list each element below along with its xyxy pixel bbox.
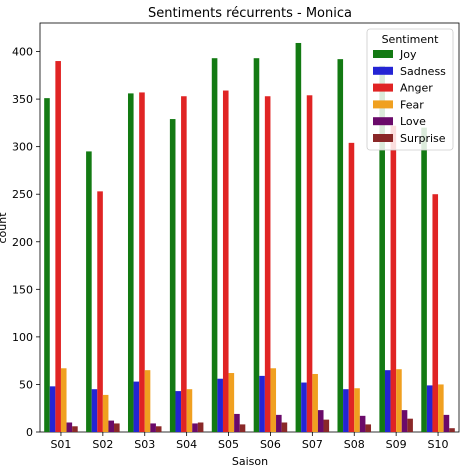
y-axis-label: count xyxy=(0,212,9,244)
bar-surprise-s06 xyxy=(281,422,288,432)
bar-love-s03 xyxy=(150,423,156,432)
y-tick-label: 250 xyxy=(12,188,33,201)
bar-sadness-s01 xyxy=(49,386,56,432)
bar-fear-s08 xyxy=(354,388,360,432)
bar-love-s04 xyxy=(192,423,198,432)
x-tick-label: S06 xyxy=(260,438,281,451)
x-tick-label: S09 xyxy=(386,438,407,451)
bar-joy-s02 xyxy=(86,151,92,432)
bar-sadness-s10 xyxy=(426,385,433,432)
plot-area: 0 50 100 150 200 250 300 350 400 S01 S02 S03 S04 S05 S… xyxy=(12,22,460,451)
y-tick-label: 150 xyxy=(12,283,33,296)
legend-label-fear: Fear xyxy=(400,98,424,111)
y-tick-label: 100 xyxy=(12,331,33,344)
x-tick-label: S10 xyxy=(428,438,449,451)
bar-sadness-s04 xyxy=(175,391,182,432)
bar-joy-s05 xyxy=(211,58,218,432)
y-tick-label: 350 xyxy=(12,93,33,106)
bar-joy-s06 xyxy=(253,58,260,432)
bar-anger-s02 xyxy=(97,191,103,432)
bar-anger-s07 xyxy=(306,95,313,433)
bar-surprise-s04 xyxy=(197,422,204,432)
x-tick-label: S05 xyxy=(218,438,239,451)
bar-fear-s05 xyxy=(228,373,235,432)
legend-label-anger: Anger xyxy=(400,82,433,95)
bar-anger-s09 xyxy=(390,125,397,432)
bar-surprise-s09 xyxy=(407,418,413,432)
legend-label-sadness: Sadness xyxy=(400,65,446,78)
chart-title: Sentiments récurrents - Monica xyxy=(148,6,352,21)
bar-anger-s05 xyxy=(222,90,229,432)
y-tick-label: 50 xyxy=(19,378,33,391)
bar-sadness-s02 xyxy=(91,389,98,432)
bar-sadness-s05 xyxy=(217,378,223,432)
legend-swatch-anger xyxy=(373,83,393,92)
legend-title: Sentiment xyxy=(382,33,440,46)
bar-joy-s09 xyxy=(379,65,385,433)
y-tick-label: 200 xyxy=(12,236,33,249)
bar-love-s09 xyxy=(401,410,408,432)
bar-sadness-s03 xyxy=(133,381,140,432)
legend-label-love: Love xyxy=(400,115,426,128)
x-tick-label: S02 xyxy=(92,438,113,451)
x-tick-label: S03 xyxy=(134,438,155,451)
bar-surprise-s03 xyxy=(155,426,162,432)
bar-fear-s02 xyxy=(102,394,109,432)
bar-fear-s07 xyxy=(312,373,318,432)
bar-fear-s03 xyxy=(144,370,151,432)
bar-love-s10 xyxy=(443,414,450,432)
bar-anger-s08 xyxy=(348,142,355,433)
legend-swatch-fear xyxy=(373,100,393,109)
bar-surprise-s01 xyxy=(72,426,78,432)
bar-joy-s03 xyxy=(127,93,134,432)
legend-label-surprise: Surprise xyxy=(400,132,446,145)
bar-surprise-s10 xyxy=(449,428,455,432)
x-axis-label: Saison xyxy=(232,455,268,468)
bar-love-s02 xyxy=(108,420,115,432)
bar-joy-s08 xyxy=(337,59,344,432)
bar-love-s06 xyxy=(276,414,282,432)
bar-love-s07 xyxy=(317,410,324,432)
x-tick-label: S04 xyxy=(176,438,197,451)
x-tick-label: S08 xyxy=(344,438,365,451)
bar-surprise-s08 xyxy=(365,424,372,432)
bar-joy-s01 xyxy=(44,98,50,433)
bar-anger-s04 xyxy=(181,96,187,432)
bar-surprise-s02 xyxy=(114,423,120,432)
legend-swatch-joy xyxy=(373,50,393,58)
bar-sadness-s06 xyxy=(259,375,265,432)
bar-sadness-s07 xyxy=(301,382,307,432)
bar-fear-s04 xyxy=(186,389,193,432)
bar-anger-s03 xyxy=(139,92,145,433)
bar-surprise-s07 xyxy=(323,419,330,432)
bar-joy-s04 xyxy=(169,119,176,432)
y-tick-label: 300 xyxy=(12,141,33,154)
x-tick-label: S01 xyxy=(50,438,71,451)
bar-anger-s01 xyxy=(55,61,61,433)
bar-joy-s07 xyxy=(295,42,302,432)
legend: Sentiment Joy Sadness Anger Fear Love Surprise xyxy=(366,28,454,151)
y-tick-label: 0 xyxy=(26,426,33,439)
legend-label-joy: Joy xyxy=(399,48,417,61)
bar-love-s01 xyxy=(66,422,73,432)
bar-joy-s10 xyxy=(421,127,427,433)
bar-fear-s06 xyxy=(270,368,277,432)
bar-sadness-s09 xyxy=(384,370,391,432)
plot-frame xyxy=(39,22,460,433)
bar-love-s05 xyxy=(234,413,240,432)
bar-love-s08 xyxy=(359,415,366,432)
y-tick-label: 400 xyxy=(12,46,33,59)
x-tick-label: S07 xyxy=(302,438,323,451)
bar-fear-s10 xyxy=(438,384,444,432)
bar-sadness-s08 xyxy=(343,389,349,432)
bar-fear-s09 xyxy=(396,369,402,432)
bar-anger-s06 xyxy=(264,96,271,432)
legend-swatch-surprise xyxy=(373,134,393,142)
legend-swatch-sadness xyxy=(373,66,393,75)
bar-anger-s10 xyxy=(432,194,439,432)
legend-swatch-love xyxy=(373,117,393,126)
bar-surprise-s05 xyxy=(239,424,246,432)
bar-fear-s01 xyxy=(60,368,67,432)
